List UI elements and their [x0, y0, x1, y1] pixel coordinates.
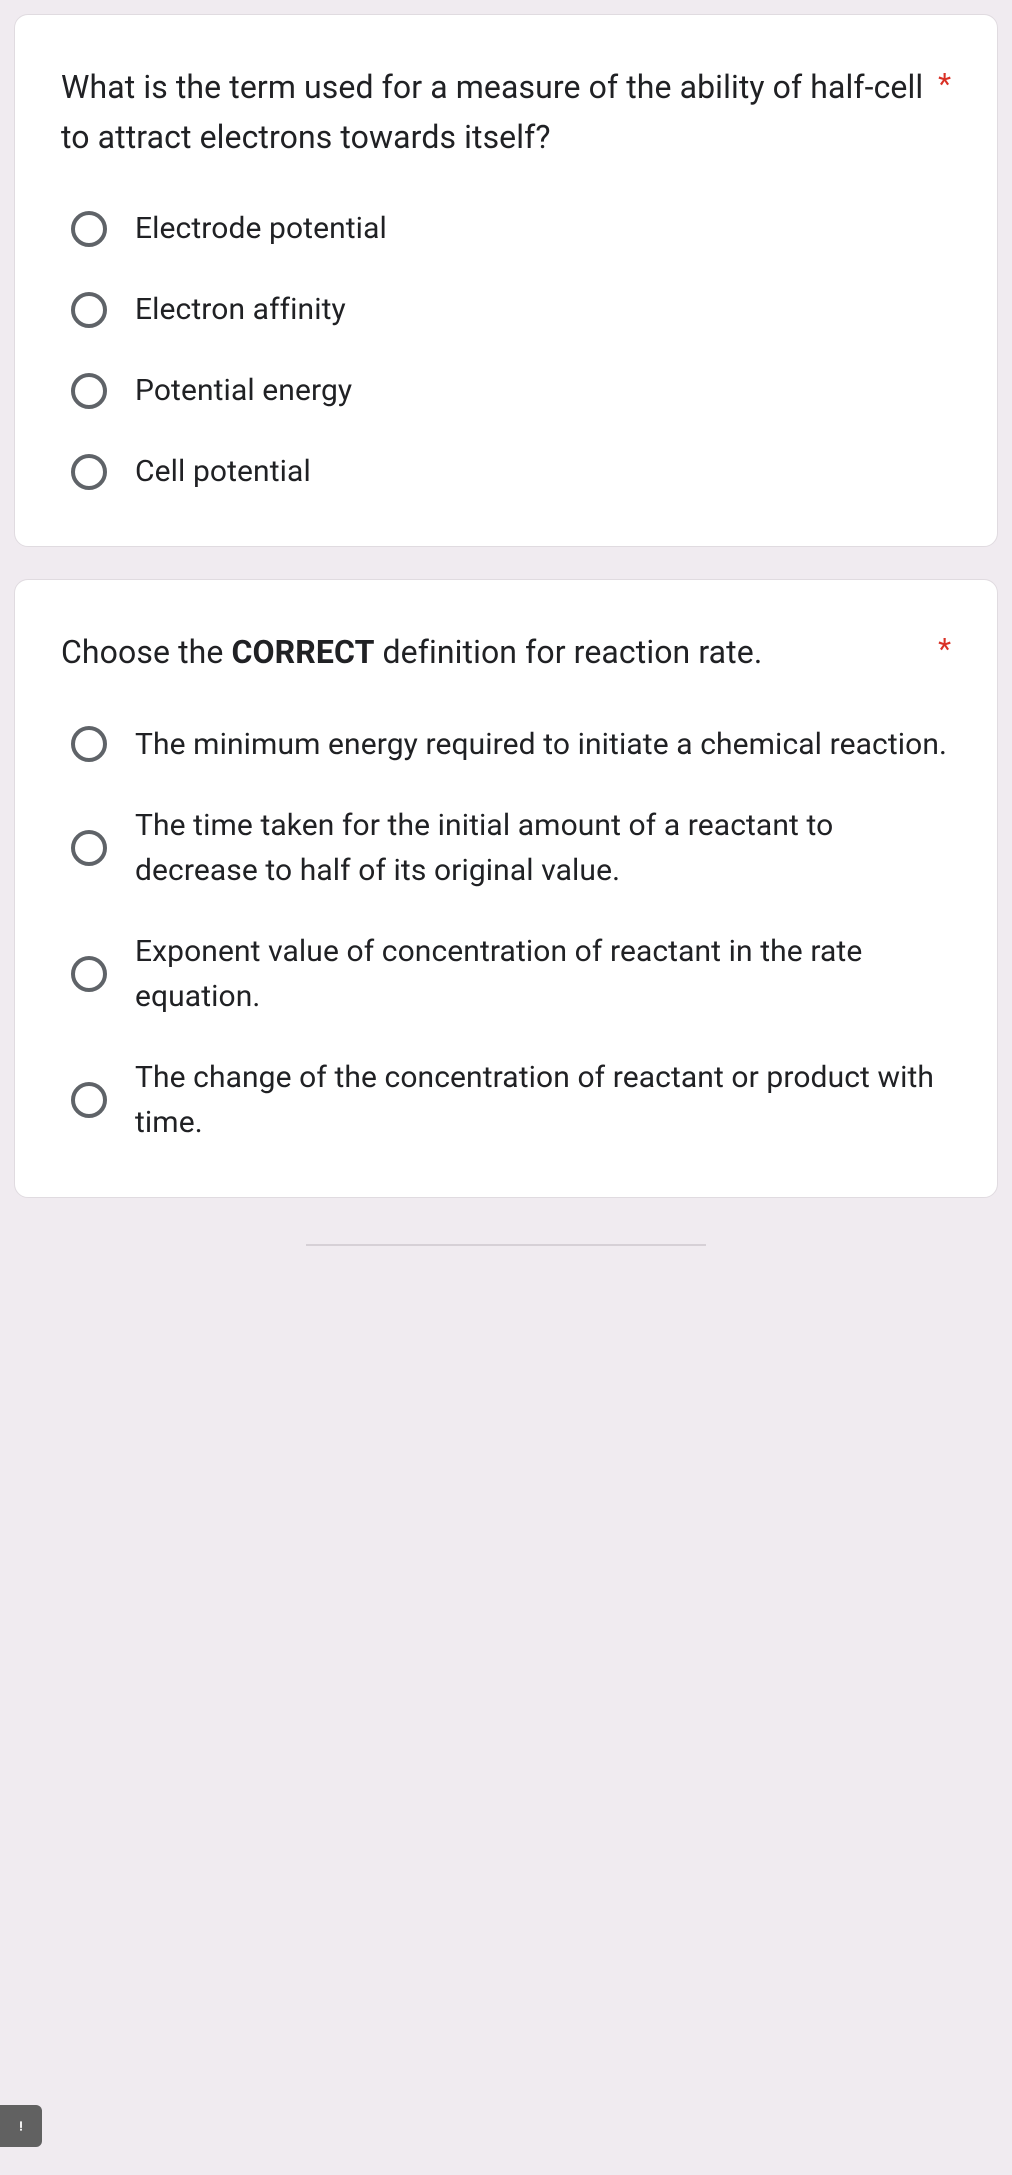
option-label: Electron affinity [135, 287, 346, 332]
radio-icon [71, 830, 107, 866]
required-indicator: * [938, 67, 951, 102]
radio-option[interactable]: Cell potential [71, 449, 951, 494]
options-group-2: The minimum energy required to initiate … [61, 722, 951, 1145]
question-text: Choose the CORRECT definition for reacti… [61, 633, 762, 671]
question-card-2: Choose the CORRECT definition for reacti… [14, 579, 998, 1198]
required-indicator: * [938, 632, 951, 667]
radio-option[interactable]: Electron affinity [71, 287, 951, 332]
question-title-row: Choose the CORRECT definition for reacti… [61, 628, 951, 722]
radio-icon [71, 211, 107, 247]
radio-option[interactable]: The time taken for the initial amount of… [71, 803, 951, 893]
options-group-1: Electrode potential Electron affinity Po… [61, 206, 951, 494]
radio-icon [71, 956, 107, 992]
option-label: The change of the concentration of react… [135, 1055, 951, 1145]
option-label: Exponent value of concentration of react… [135, 929, 951, 1019]
radio-option[interactable]: Exponent value of concentration of react… [71, 929, 951, 1019]
option-label: The minimum energy required to initiate … [135, 722, 947, 767]
divider [306, 1244, 706, 1246]
question-title: Choose the CORRECT definition for reacti… [61, 628, 926, 678]
question-title: What is the term used for a measure of t… [61, 63, 926, 162]
radio-icon [71, 1082, 107, 1118]
question-card-1: What is the term used for a measure of t… [14, 14, 998, 547]
question-title-row: What is the term used for a measure of t… [61, 63, 951, 206]
radio-icon [71, 373, 107, 409]
feedback-button[interactable] [0, 2105, 42, 2147]
option-label: Electrode potential [135, 206, 387, 251]
radio-icon [71, 292, 107, 328]
radio-icon [71, 726, 107, 762]
radio-option[interactable]: The change of the concentration of react… [71, 1055, 951, 1145]
radio-option[interactable]: Electrode potential [71, 206, 951, 251]
option-label: The time taken for the initial amount of… [135, 803, 951, 893]
option-label: Potential energy [135, 368, 352, 413]
option-label: Cell potential [135, 449, 311, 494]
question-text: What is the term used for a measure of t… [61, 68, 923, 156]
alert-icon [10, 2115, 32, 2137]
radio-option[interactable]: Potential energy [71, 368, 951, 413]
radio-icon [71, 454, 107, 490]
radio-option[interactable]: The minimum energy required to initiate … [71, 722, 951, 767]
